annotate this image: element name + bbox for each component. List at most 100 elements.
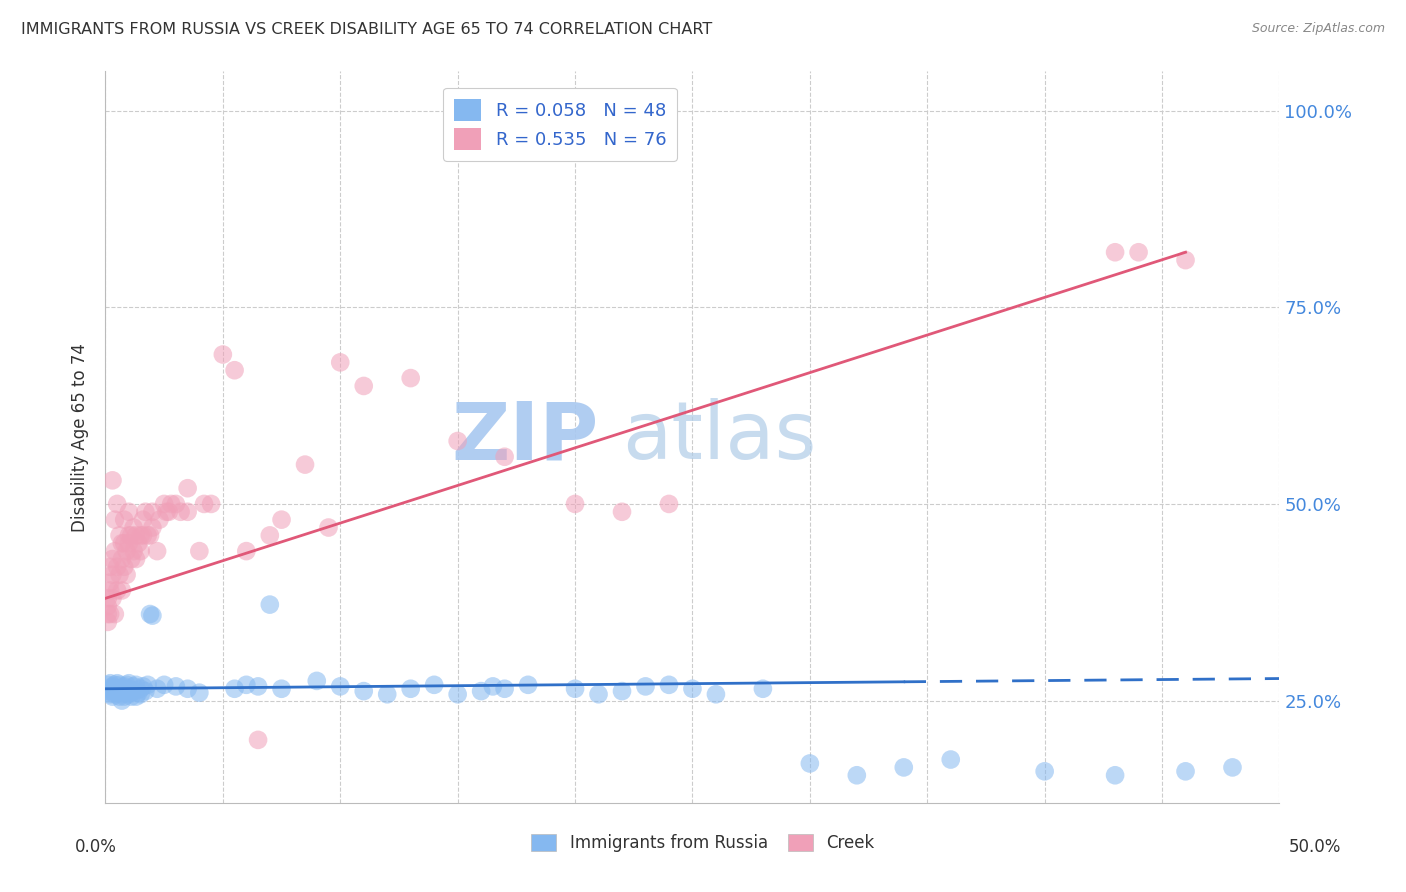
- Point: [1222, 760, 1244, 774]
- Point: [115, 678, 138, 692]
- Point: [494, 450, 516, 464]
- Point: [270, 681, 292, 696]
- Point: [118, 687, 141, 701]
- Point: [893, 760, 915, 774]
- Point: [105, 559, 128, 574]
- Point: [141, 608, 163, 623]
- Point: [610, 505, 633, 519]
- Point: [108, 528, 131, 542]
- Point: [200, 497, 222, 511]
- Point: [329, 680, 352, 694]
- Point: [129, 681, 152, 696]
- Point: [111, 693, 134, 707]
- Point: [482, 680, 505, 694]
- Point: [1033, 764, 1056, 779]
- Point: [101, 552, 124, 566]
- Point: [176, 481, 198, 495]
- Point: [658, 497, 681, 511]
- Point: [101, 690, 124, 704]
- Point: [118, 681, 141, 696]
- Point: [120, 690, 142, 704]
- Point: [211, 347, 233, 361]
- Point: [98, 676, 121, 690]
- Point: [155, 505, 177, 519]
- Point: [193, 497, 215, 511]
- Point: [125, 528, 148, 542]
- Point: [120, 552, 142, 566]
- Point: [259, 528, 281, 542]
- Point: [845, 768, 868, 782]
- Point: [447, 687, 470, 701]
- Point: [564, 497, 586, 511]
- Point: [146, 544, 169, 558]
- Point: [259, 598, 281, 612]
- Point: [517, 678, 540, 692]
- Point: [112, 513, 135, 527]
- Point: [399, 371, 422, 385]
- Point: [353, 379, 375, 393]
- Point: [115, 544, 138, 558]
- Point: [98, 687, 121, 701]
- Point: [111, 536, 134, 550]
- Point: [104, 684, 127, 698]
- Point: [122, 684, 145, 698]
- Point: [139, 607, 162, 621]
- Point: [108, 567, 131, 582]
- Point: [1104, 768, 1126, 782]
- Point: [658, 678, 681, 692]
- Point: [122, 520, 145, 534]
- Point: [111, 681, 134, 696]
- Point: [134, 684, 156, 698]
- Point: [129, 544, 152, 558]
- Point: [97, 678, 120, 692]
- Point: [98, 575, 121, 590]
- Text: IMMIGRANTS FROM RUSSIA VS CREEK DISABILITY AGE 65 TO 74 CORRELATION CHART: IMMIGRANTS FROM RUSSIA VS CREEK DISABILI…: [21, 22, 713, 37]
- Point: [127, 686, 149, 700]
- Point: [104, 513, 127, 527]
- Legend: R = 0.058   N = 48, R = 0.535   N = 76: R = 0.058 N = 48, R = 0.535 N = 76: [443, 87, 678, 161]
- Point: [122, 680, 145, 694]
- Point: [270, 513, 292, 527]
- Point: [118, 528, 141, 542]
- Point: [111, 687, 134, 701]
- Point: [104, 678, 127, 692]
- Point: [101, 686, 124, 700]
- Point: [224, 681, 246, 696]
- Point: [125, 552, 148, 566]
- Point: [118, 676, 141, 690]
- Text: atlas: atlas: [621, 398, 817, 476]
- Text: 0.0%: 0.0%: [75, 838, 117, 855]
- Point: [188, 686, 211, 700]
- Point: [111, 583, 134, 598]
- Point: [112, 680, 135, 694]
- Point: [105, 583, 128, 598]
- Point: [939, 753, 962, 767]
- Point: [111, 552, 134, 566]
- Point: [588, 687, 610, 701]
- Point: [101, 591, 124, 606]
- Point: [105, 497, 128, 511]
- Point: [139, 528, 162, 542]
- Point: [399, 681, 422, 696]
- Point: [1174, 764, 1197, 779]
- Point: [105, 676, 128, 690]
- Point: [97, 599, 120, 614]
- Point: [1128, 245, 1150, 260]
- Point: [148, 513, 170, 527]
- Point: [136, 678, 159, 692]
- Point: [294, 458, 316, 472]
- Point: [97, 607, 120, 621]
- Point: [423, 678, 446, 692]
- Point: [108, 690, 131, 704]
- Point: [305, 673, 328, 688]
- Point: [101, 473, 124, 487]
- Point: [799, 756, 821, 771]
- Point: [564, 681, 586, 696]
- Point: [176, 681, 198, 696]
- Point: [157, 505, 180, 519]
- Point: [98, 559, 121, 574]
- Point: [329, 355, 352, 369]
- Point: [1104, 245, 1126, 260]
- Point: [188, 544, 211, 558]
- Point: [752, 681, 775, 696]
